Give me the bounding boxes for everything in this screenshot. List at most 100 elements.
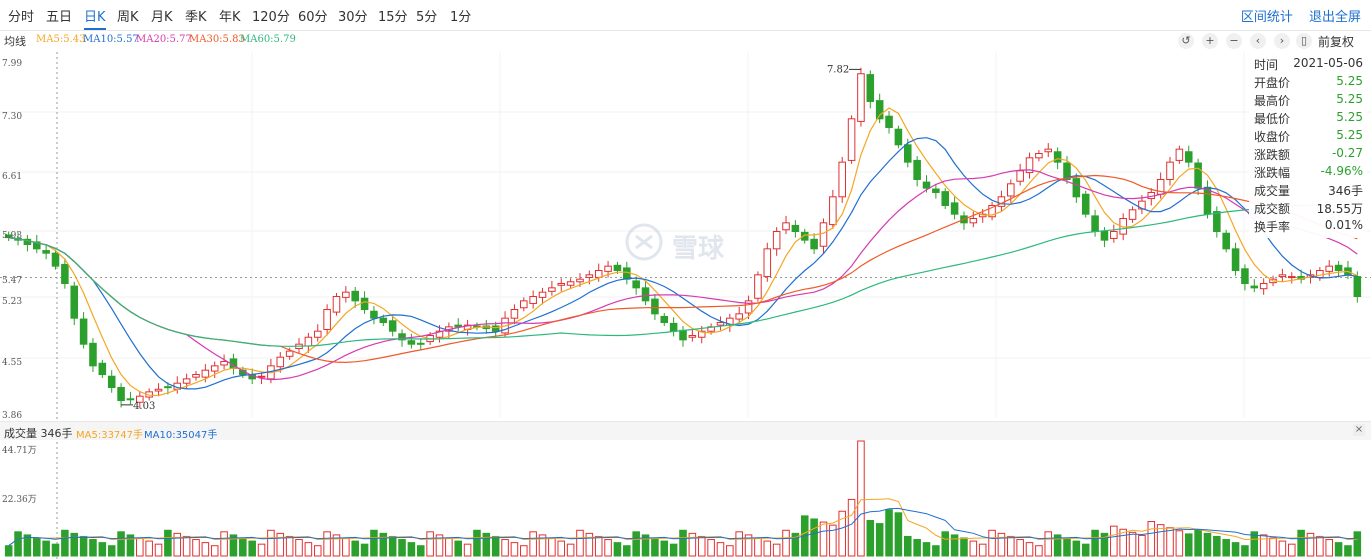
volume-bar bbox=[173, 532, 182, 557]
adjust-select[interactable]: 前复权 bbox=[1318, 35, 1355, 49]
candle-body bbox=[416, 342, 425, 345]
tab-6[interactable]: 年K bbox=[219, 10, 241, 25]
candle-body bbox=[697, 330, 706, 338]
xueqiu-logo-icon bbox=[625, 223, 663, 261]
candle-body bbox=[1016, 170, 1024, 182]
candle-body bbox=[922, 181, 931, 189]
watermark-text: 雪球 bbox=[672, 234, 725, 264]
volume-axis-top: 44.71万 bbox=[2, 446, 37, 456]
volume-bar bbox=[285, 535, 294, 557]
tab-8[interactable]: 60分 bbox=[298, 10, 328, 25]
volume-bar bbox=[1269, 537, 1277, 557]
tab-5[interactable]: 季K bbox=[185, 10, 207, 25]
candle-body bbox=[800, 231, 809, 241]
candle-body bbox=[1100, 230, 1109, 241]
tab-2[interactable]: 日K bbox=[84, 6, 106, 30]
volume-bar bbox=[576, 529, 584, 557]
close-volume-icon[interactable]: × bbox=[1353, 424, 1365, 436]
candle-body bbox=[398, 333, 406, 341]
volume-bar bbox=[210, 545, 219, 557]
volume-bar bbox=[735, 531, 743, 557]
info-key: 收盘价 bbox=[1254, 130, 1291, 144]
exit-fullscreen-link[interactable]: 退出全屏 bbox=[1308, 10, 1361, 25]
volume-bar bbox=[473, 529, 481, 557]
candle-body bbox=[754, 274, 762, 299]
tab-11[interactable]: 5分 bbox=[416, 10, 438, 25]
candle-body bbox=[641, 287, 650, 302]
volume-bar bbox=[332, 534, 341, 557]
candle-body bbox=[323, 309, 331, 330]
info-key: 开盘价 bbox=[1254, 76, 1291, 90]
volume-bar bbox=[782, 529, 790, 557]
tab-4[interactable]: 月K bbox=[151, 10, 173, 25]
tab-9[interactable]: 30分 bbox=[338, 10, 368, 25]
volume-axis-mid: 22.36万 bbox=[2, 495, 37, 505]
candle-body bbox=[538, 291, 547, 298]
candle-body bbox=[192, 374, 200, 378]
volume-bar bbox=[548, 537, 556, 557]
volume-bar bbox=[276, 532, 285, 557]
candle-body bbox=[520, 300, 528, 309]
volume-bar bbox=[1175, 530, 1184, 557]
candle-body bbox=[566, 281, 575, 286]
price-axis-label: 4.55 bbox=[2, 358, 23, 368]
volume-bar bbox=[997, 532, 1006, 557]
volume-bar bbox=[510, 542, 519, 557]
volume-bar bbox=[370, 529, 378, 557]
ma30-legend: MA30:5.83 bbox=[189, 34, 245, 45]
tab-0[interactable]: 分时 bbox=[8, 10, 35, 25]
prev-icon[interactable]: ‹ bbox=[1250, 33, 1266, 49]
candle-body bbox=[1081, 193, 1090, 215]
volume-bar bbox=[520, 545, 528, 557]
zoom-out-icon[interactable]: − bbox=[1226, 33, 1242, 49]
volume-bar bbox=[117, 531, 125, 557]
ohlc-info-panel: 时间 2021-05-06 开盘价 5.25 最高价 5.25 最低价 5.25 收盘价 5.25… bbox=[1249, 52, 1367, 238]
pause-icon[interactable]: ▯ bbox=[1296, 33, 1312, 49]
volume-bar bbox=[763, 540, 772, 557]
tab-12[interactable]: 1分 bbox=[450, 10, 472, 25]
candle-body bbox=[1025, 157, 1034, 174]
candle-body bbox=[136, 395, 144, 403]
candle-body bbox=[688, 335, 697, 338]
volume-bar bbox=[585, 532, 594, 557]
candle-body bbox=[1044, 148, 1053, 153]
candle-body bbox=[1091, 215, 1099, 232]
volume-bar bbox=[960, 537, 968, 557]
interval-stats-link[interactable]: 区间统计 bbox=[1240, 10, 1293, 25]
ma-legend: 均线 MA5:5.43 MA10:5.57 MA20:5.77 MA30:5.8… bbox=[0, 31, 1371, 49]
tab-3[interactable]: 周K bbox=[117, 10, 139, 25]
volume-bar bbox=[407, 542, 416, 557]
volume-bar bbox=[1091, 529, 1099, 557]
next-icon[interactable]: › bbox=[1274, 33, 1290, 49]
candle-body bbox=[201, 369, 210, 378]
zoom-in-icon[interactable]: + bbox=[1202, 33, 1218, 49]
volume-bar bbox=[435, 534, 444, 557]
tab-10[interactable]: 15分 bbox=[378, 10, 408, 25]
volume-bar bbox=[1316, 535, 1324, 557]
info-key: 最低价 bbox=[1254, 112, 1291, 126]
candle-body bbox=[1241, 268, 1249, 285]
volume-bar bbox=[688, 532, 697, 557]
xueqiu-watermark: 雪球 bbox=[624, 222, 754, 266]
tab-7[interactable]: 120分 bbox=[252, 10, 290, 25]
candle-body bbox=[510, 309, 519, 319]
volume-bar bbox=[1025, 542, 1034, 557]
info-value: 18.55万 bbox=[1316, 202, 1363, 216]
ma-label: 均线 bbox=[4, 35, 26, 48]
candle-body bbox=[772, 230, 781, 250]
volume-bar bbox=[903, 535, 912, 557]
candle-body bbox=[435, 330, 444, 338]
candle-body bbox=[885, 115, 893, 128]
candle-body bbox=[1053, 151, 1062, 163]
info-key: 涨跌幅 bbox=[1254, 166, 1291, 180]
volume-bar bbox=[1353, 531, 1362, 557]
volume-bar bbox=[416, 545, 425, 557]
reset-icon[interactable]: ↺ bbox=[1178, 33, 1194, 49]
volume-bar bbox=[426, 531, 434, 557]
volume-bar bbox=[454, 540, 463, 557]
tab-1[interactable]: 五日 bbox=[46, 10, 73, 25]
candle-body bbox=[407, 340, 416, 345]
volume-bar bbox=[1241, 545, 1249, 557]
info-row: 成交额 18.55万 bbox=[1249, 200, 1367, 218]
